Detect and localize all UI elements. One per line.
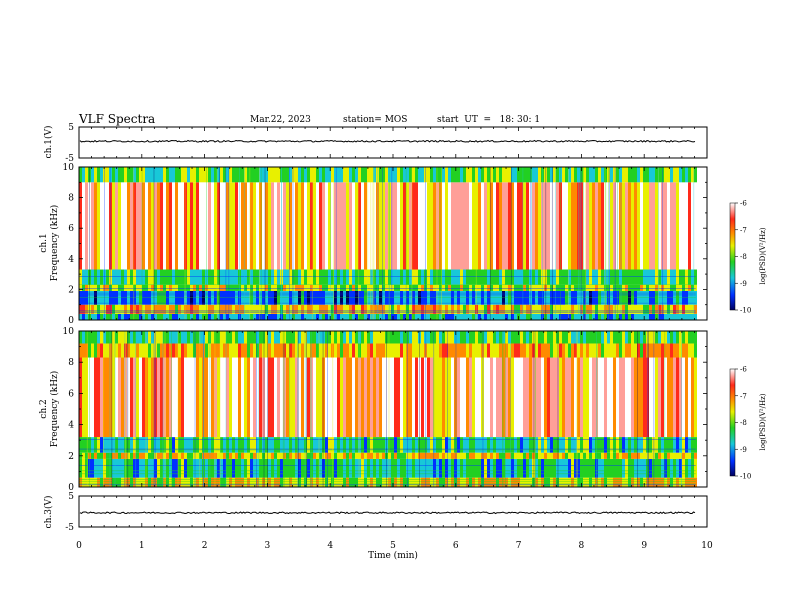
ch3-waveform-frame [78,495,708,528]
ch2-colorbar: -6 -7 -8 -9 -10 log(PSD)(V²/Hz) [729,366,767,481]
x-axis-label: Time (min) [368,550,418,561]
y-tick-label: 6 [68,224,74,234]
band-6 [694,331,697,344]
y-tick-label: 5 [68,123,74,133]
band-0 [694,477,697,487]
station-label: station= MOS [343,115,408,125]
ch3-waveform-ylabel: ch.3(V) [43,496,54,529]
band-3 [694,437,697,453]
y-tick-label: 5 [68,492,74,502]
y-tick-label: 10 [63,163,75,173]
y-tick-label: 0 [68,316,74,326]
date-label: Mar.22, 2023 [250,115,311,125]
colorbar-tick-label: -9 [740,446,747,454]
x-tick-label: 3 [265,541,271,551]
start-time-label: start UT = 18: 30: 1 [437,115,541,125]
colorbar-tick-label: -8 [740,253,747,261]
figure-title: VLF Spectra [79,112,156,126]
y-tick-label: 4 [68,421,74,431]
band-3 [694,284,697,291]
y-tick-label: 10 [63,327,75,337]
y-tick-label: 8 [68,194,74,204]
y-tick-label: 2 [68,285,74,295]
ch2-spectrogram-ylabel-1: ch.2 [39,399,49,418]
ch2-spectrogram [79,331,707,487]
ch3-waveform-line [79,511,696,515]
x-tick-label: 2 [202,541,208,551]
y-tick-label: 6 [68,389,74,399]
ch1-spectrogram-ylabel-1: ch.1 [39,233,49,252]
axis-ticks [78,126,708,528]
x-tick-label: 4 [327,541,333,551]
colorbar-tick-label: -6 [740,366,747,374]
colorbar-tick-label: -9 [740,280,747,288]
x-tick-label: 10 [701,541,713,551]
y-tick-label: 4 [68,255,74,265]
y-tick-label: -5 [65,523,74,533]
band-6 [694,167,697,183]
y-tick-label: -5 [65,154,74,164]
x-tick-label: 6 [453,541,459,551]
colorbar-tick-label: -6 [740,200,747,208]
band-1 [694,458,697,478]
ch1-spectrogram [79,167,707,320]
band-2 [694,452,697,459]
band-5 [694,182,697,270]
ch1-spectrogram-ylabel-2: Frequency (kHz) [49,205,60,282]
ch2-colorbar-label: log(PSD)(V²/Hz) [759,393,767,450]
y-tick-label: 0 [68,483,74,493]
colorbar-tick-label: -8 [740,419,747,427]
ch1-colorbar-label: log(PSD)(V²/Hz) [759,227,767,284]
y-tick-label: 2 [68,452,74,462]
band-2 [694,290,697,305]
x-tick-label: 1 [139,541,145,551]
colorbar-tick-label: -7 [740,392,747,400]
band-1 [694,304,697,314]
colorbar-tick-label: -7 [740,226,747,234]
y-tick-label: 8 [68,358,74,368]
colorbar-tick-label: -10 [740,307,751,315]
colorbar-tick-label: -10 [740,473,751,481]
x-tick-label: 0 [76,541,82,551]
x-tick-label: 9 [641,541,647,551]
band-4 [694,357,697,438]
x-tick-label: 7 [516,541,522,551]
band-5 [694,343,697,358]
x-tick-label: 8 [579,541,585,551]
ch1-colorbar: -6 -7 -8 -9 -10 log(PSD)(V²/Hz) [729,200,767,315]
x-tick-label: 5 [390,541,396,551]
band-0 [694,313,697,320]
ch1-waveform-ylabel: ch.1(V) [43,126,54,159]
ch1-waveform-frame [78,126,708,159]
ch2-spectrogram-ylabel-2: Frequency (kHz) [49,371,60,448]
band-4 [694,269,697,285]
ch1-waveform-line [79,139,696,143]
